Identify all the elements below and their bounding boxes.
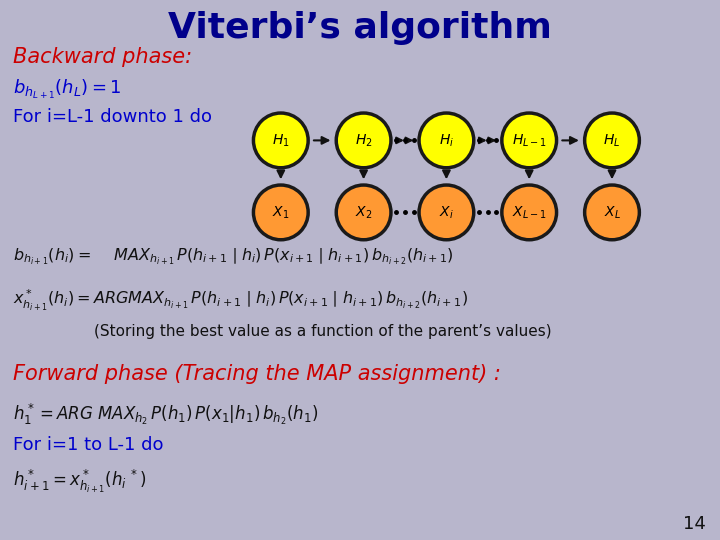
Text: $X_{L-1}$: $X_{L-1}$: [512, 204, 546, 221]
Text: $X_1$: $X_1$: [272, 204, 289, 221]
Circle shape: [419, 185, 474, 240]
Circle shape: [253, 113, 308, 168]
Text: (Storing the best value as a function of the parent’s values): (Storing the best value as a function of…: [94, 324, 552, 339]
Circle shape: [502, 113, 557, 168]
Circle shape: [253, 185, 308, 240]
Text: For i=L-1 downto 1 do: For i=L-1 downto 1 do: [13, 108, 212, 126]
Text: For i=1 to L-1 do: For i=1 to L-1 do: [13, 436, 163, 454]
Text: $h_1^* = ARG\ MAX_{h_2}\,P(h_1)\,P(x_1|h_1)\,b_{h_2}(h_1)$: $h_1^* = ARG\ MAX_{h_2}\,P(h_1)\,P(x_1|h…: [13, 402, 318, 427]
Text: $H_L$: $H_L$: [603, 132, 621, 149]
Text: 14: 14: [683, 515, 706, 533]
Text: $b_{h_{i+1}}(h_i) = \quad\; MAX_{h_{i+1}}\,P(h_{i+1} \mid h_i)\,P(x_{i+1} \mid h: $b_{h_{i+1}}(h_i) = \quad\; MAX_{h_{i+1}…: [13, 246, 454, 267]
Circle shape: [336, 185, 391, 240]
Circle shape: [502, 185, 557, 240]
Text: $H_2$: $H_2$: [355, 132, 372, 149]
Text: $H_i$: $H_i$: [439, 132, 454, 149]
Text: Viterbi’s algorithm: Viterbi’s algorithm: [168, 11, 552, 45]
Text: Forward phase (Tracing the MAP assignment) :: Forward phase (Tracing the MAP assignmen…: [13, 363, 501, 383]
Circle shape: [419, 113, 474, 168]
Text: $h_{i+1}^* = x^*_{h_{i+1}}(h_i\,^*)$: $h_{i+1}^* = x^*_{h_{i+1}}(h_i\,^*)$: [13, 468, 146, 495]
Text: Backward phase:: Backward phase:: [13, 47, 192, 67]
Circle shape: [585, 113, 639, 168]
Circle shape: [585, 185, 639, 240]
Text: $b_{h_{L+1}}(h_L) = 1$: $b_{h_{L+1}}(h_L) = 1$: [13, 78, 122, 101]
Text: $X_L$: $X_L$: [603, 204, 621, 221]
Text: $H_1$: $H_1$: [272, 132, 289, 149]
Text: $X_2$: $X_2$: [355, 204, 372, 221]
Text: $x^*_{h_{i+1}}(h_i) = ARGMAX_{h_{i+1}}\,P(h_{i+1} \mid h_i)\,P(x_{i+1} \mid h_{i: $x^*_{h_{i+1}}(h_i) = ARGMAX_{h_{i+1}}\,…: [13, 288, 468, 313]
Text: $H_{L-1}$: $H_{L-1}$: [512, 132, 546, 149]
Circle shape: [336, 113, 391, 168]
Text: $X_i$: $X_i$: [439, 204, 454, 221]
